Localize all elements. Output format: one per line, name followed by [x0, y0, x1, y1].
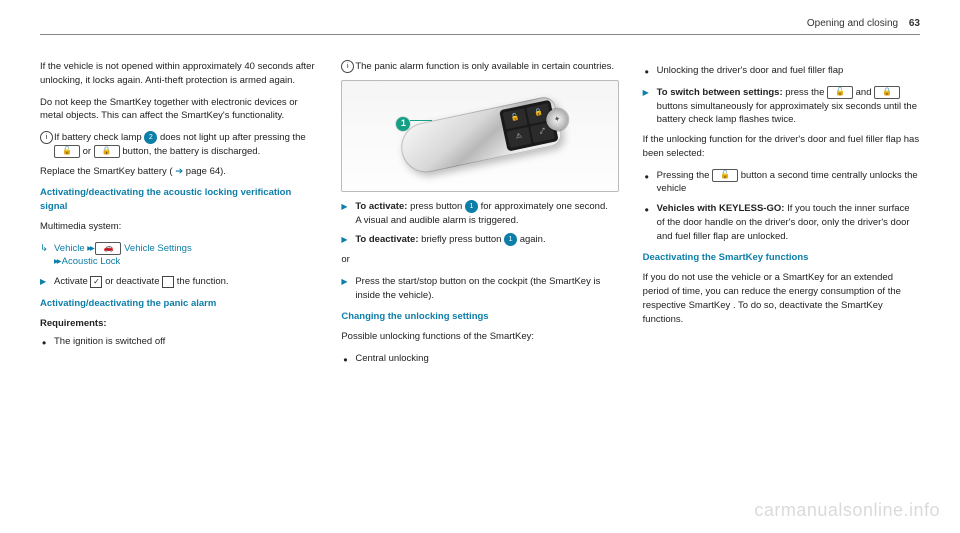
requirements-list: The ignition is switched off — [40, 335, 317, 349]
text: button, the battery is discharged. — [122, 146, 260, 157]
page-header: Opening and closing 63 — [807, 18, 920, 29]
checkbox-on-icon: ✓ — [90, 276, 102, 288]
list-item: Central unlocking — [355, 352, 618, 366]
text: press button — [410, 201, 465, 212]
list-item: The ignition is switched off — [54, 335, 317, 349]
subhead: Requirements: — [40, 317, 317, 331]
vehicle-settings-icon: 🚗 — [95, 242, 121, 255]
step: Activate ✓ or deactivate the function. — [40, 275, 317, 289]
paragraph: Do not keep the SmartKey together with e… — [40, 96, 317, 124]
callout-ref-1: 1 — [465, 200, 478, 213]
callout-ref-2: 2 — [144, 131, 157, 144]
paragraph: Replace the SmartKey battery ( ➔ page 64… — [40, 165, 317, 179]
header-page-number: 63 — [909, 18, 920, 29]
paragraph: If you do not use the vehicle or a Smart… — [643, 271, 920, 326]
list-item: Unlocking the driver's door and fuel fil… — [657, 64, 920, 78]
text: or — [83, 146, 94, 157]
page-body: If the vehicle is not opened within appr… — [0, 0, 960, 404]
paragraph: If the unlocking function for the driver… — [643, 133, 920, 161]
label: Multimedia system: — [40, 220, 317, 234]
chevron-icon: ▸▸ — [54, 256, 60, 267]
inline-label: Vehicles with KEYLESS-GO: — [657, 203, 785, 214]
text: does not light up after pressing the — [160, 132, 306, 143]
fob-unlock-icon: 🔓 — [503, 108, 528, 129]
text: page 64). — [186, 166, 226, 177]
text: buttons simultaneously for approximately… — [657, 101, 917, 126]
column-2: i The panic alarm function is only avail… — [341, 60, 618, 374]
text: or — [341, 253, 618, 267]
unlock-functions-list: Central unlocking — [341, 352, 618, 366]
step: To deactivate: briefly press button 1 ag… — [341, 233, 618, 247]
info-note: i If battery check lamp 2 does not light… — [40, 131, 317, 159]
key-fob-illustration: 🔓 🔒 ⚠ ⤢ ✦ — [397, 95, 564, 177]
list-item: Pressing the 🔓 button a second time cent… — [657, 169, 920, 197]
text: Pressing the — [657, 170, 712, 181]
step: Press the start/stop button on the cockp… — [341, 275, 618, 303]
text: briefly press button — [421, 234, 504, 245]
fob-panic-icon: ⚠ — [507, 127, 532, 148]
section-title: Activating/deactivating the panic alarm — [40, 297, 317, 311]
text: The panic alarm function is only availab… — [355, 61, 614, 72]
step-label: To switch between settings: — [657, 87, 783, 98]
figure-callout-1: 1 — [396, 117, 410, 131]
text: again. — [520, 234, 546, 245]
info-note: i The panic alarm function is only avail… — [341, 60, 618, 74]
column-1: If the vehicle is not opened within appr… — [40, 60, 317, 374]
column-3: Unlocking the driver's door and fuel fil… — [643, 60, 920, 374]
menu-path: ↳ Vehicle ▸▸ 🚗 Vehicle Settings ▸▸ Acous… — [40, 242, 317, 270]
text: for approximately one second. — [481, 201, 608, 212]
text: or deactivate — [105, 276, 162, 287]
callout-ref-1: 1 — [504, 233, 517, 246]
page-ref-arrow-icon: ➔ — [175, 166, 183, 177]
unlock-button-icon: 🔓 — [712, 169, 738, 182]
step: To switch between settings: press the 🔓 … — [643, 86, 920, 127]
text: A visual and audible alarm is triggered. — [355, 215, 518, 226]
selected-behavior-list: Pressing the 🔓 button a second time cent… — [643, 169, 920, 244]
smartkey-figure: 🔓 🔒 ⚠ ⤢ ✦ 1 — [341, 80, 618, 192]
step-label: To deactivate: — [355, 234, 418, 245]
checkbox-off-icon — [162, 276, 174, 288]
step-label: To activate: — [355, 201, 407, 212]
text: Activate — [54, 276, 90, 287]
text: and — [856, 87, 875, 98]
paragraph: Possible unlocking functions of the Smar… — [341, 330, 618, 344]
watermark: carmanualsonline.info — [754, 500, 940, 521]
step: To activate: press button 1 for approxim… — [341, 200, 618, 228]
unlock-button-icon: 🔓 — [54, 145, 80, 158]
unlock-functions-list-cont: Unlocking the driver's door and fuel fil… — [643, 64, 920, 78]
chevron-icon: ▸▸ — [87, 243, 93, 254]
info-icon: i — [341, 60, 354, 73]
lock-button-icon: 🔒 — [94, 145, 120, 158]
nav-arrow-icon: ↳ — [40, 242, 48, 256]
header-section: Opening and closing — [807, 18, 898, 29]
info-icon: i — [40, 131, 53, 144]
menu-item: Vehicle Settings — [124, 243, 192, 254]
list-item: Vehicles with KEYLESS-GO: If you touch t… — [657, 202, 920, 243]
menu-item: Vehicle — [54, 243, 85, 254]
section-title: Changing the unlocking settings — [341, 310, 618, 324]
header-rule — [40, 34, 920, 35]
unlock-button-icon: 🔓 — [827, 86, 853, 99]
section-title: Deactivating the SmartKey functions — [643, 251, 920, 265]
text: press the — [785, 87, 827, 98]
columns: If the vehicle is not opened within appr… — [40, 60, 920, 374]
lock-button-icon: 🔒 — [874, 86, 900, 99]
text: If battery check lamp — [54, 132, 144, 143]
text: the function. — [177, 276, 229, 287]
text: Replace the SmartKey battery ( — [40, 166, 173, 177]
section-title: Activating/deactivating the acoustic loc… — [40, 186, 317, 214]
menu-item: Acoustic Lock — [62, 256, 121, 267]
paragraph: If the vehicle is not opened within appr… — [40, 60, 317, 88]
